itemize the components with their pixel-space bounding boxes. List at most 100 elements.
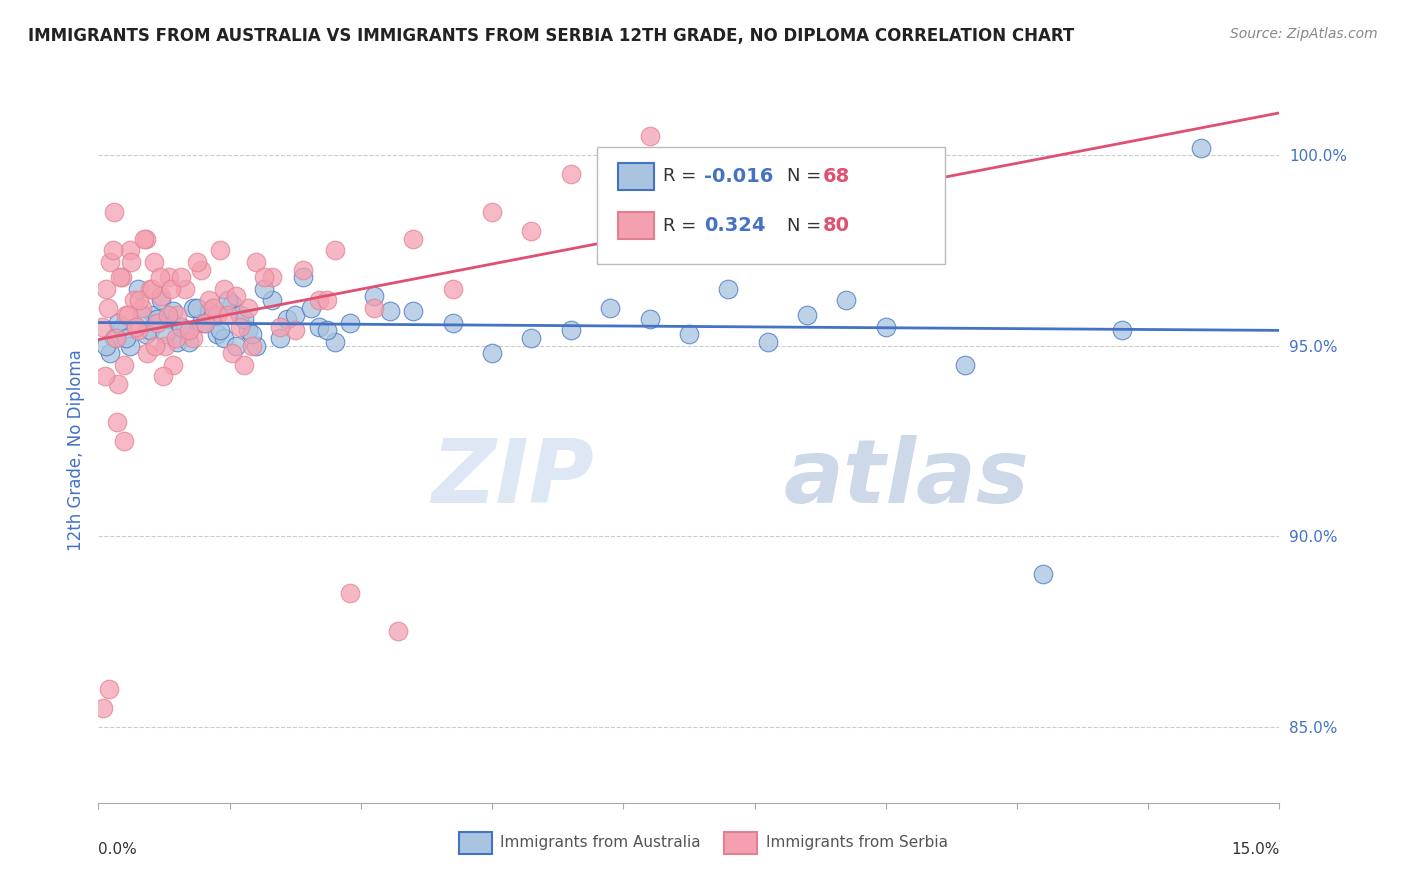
Point	[1032, 567, 1054, 582]
FancyBboxPatch shape	[596, 147, 945, 264]
Point	[131, 308, 153, 322]
Point	[236, 323, 259, 337]
Point	[177, 323, 200, 337]
Point	[520, 331, 543, 345]
Text: N =: N =	[787, 217, 827, 235]
Point	[157, 270, 180, 285]
Point	[796, 308, 818, 322]
Point	[233, 312, 256, 326]
Text: Source: ZipAtlas.com: Source: ZipAtlas.com	[1230, 27, 1378, 41]
Point	[1189, 141, 1212, 155]
Point	[201, 301, 224, 315]
Point	[166, 308, 188, 322]
Point	[104, 331, 127, 345]
Point	[194, 316, 217, 330]
Point	[156, 308, 179, 322]
Text: Immigrants from Australia: Immigrants from Australia	[501, 836, 700, 850]
Point	[339, 316, 361, 330]
Point	[177, 334, 200, 349]
Point	[284, 308, 307, 322]
Point	[214, 282, 236, 296]
Point	[205, 327, 228, 342]
Point	[292, 270, 315, 285]
Point	[127, 323, 149, 337]
Point	[315, 293, 337, 307]
Point	[209, 244, 232, 258]
Point	[186, 255, 208, 269]
Point	[128, 293, 150, 307]
Point	[269, 319, 291, 334]
Point	[111, 270, 134, 285]
Point	[155, 339, 177, 353]
Point	[93, 369, 115, 384]
Point	[441, 282, 464, 296]
Text: 0.0%: 0.0%	[98, 841, 138, 856]
Point	[599, 301, 621, 315]
Point	[152, 369, 174, 384]
Point	[127, 282, 149, 296]
Point	[299, 301, 322, 315]
Point	[229, 319, 252, 334]
Point	[97, 301, 120, 315]
Point	[560, 323, 582, 337]
Point	[166, 334, 188, 349]
Point	[245, 339, 267, 353]
Point	[157, 312, 180, 326]
Point	[181, 301, 204, 315]
Point	[110, 270, 132, 285]
Text: IMMIGRANTS FROM AUSTRALIA VS IMMIGRANTS FROM SERBIA 12TH GRADE, NO DIPLOMA CORRE: IMMIGRANTS FROM AUSTRALIA VS IMMIGRANTS …	[28, 27, 1074, 45]
Text: atlas: atlas	[783, 435, 1029, 522]
Point	[101, 244, 124, 258]
Point	[112, 434, 135, 448]
Point	[1111, 323, 1133, 337]
Point	[115, 331, 138, 345]
Point	[105, 415, 128, 429]
Point	[141, 282, 163, 296]
Point	[122, 293, 145, 307]
Point	[253, 270, 276, 285]
Point	[155, 327, 177, 342]
Point	[481, 346, 503, 360]
Point	[363, 301, 385, 315]
Point	[315, 323, 337, 337]
Text: 80: 80	[823, 216, 849, 235]
Point	[402, 304, 425, 318]
Point	[276, 312, 298, 326]
Bar	[458, 832, 492, 854]
Point	[146, 312, 169, 326]
Point	[150, 293, 173, 307]
Point	[160, 282, 183, 296]
Point	[91, 319, 114, 334]
Point	[197, 304, 219, 318]
Point	[323, 244, 346, 258]
Text: 0.324: 0.324	[704, 216, 766, 235]
Point	[117, 308, 139, 322]
Point	[441, 316, 464, 330]
Point	[221, 346, 243, 360]
Point	[138, 323, 160, 337]
Point	[229, 308, 252, 322]
Point	[103, 331, 125, 345]
Point	[103, 205, 125, 219]
Point	[402, 232, 425, 246]
Text: 68: 68	[823, 167, 849, 186]
Text: Immigrants from Serbia: Immigrants from Serbia	[766, 836, 948, 850]
Point	[260, 270, 283, 285]
Point	[339, 586, 361, 600]
Point	[363, 289, 385, 303]
Point	[146, 316, 169, 330]
Point	[253, 282, 276, 296]
Point	[387, 624, 409, 639]
Point	[323, 334, 346, 349]
Point	[217, 308, 239, 322]
Point	[520, 224, 543, 238]
Point	[240, 339, 263, 353]
Point	[217, 293, 239, 307]
Point	[201, 308, 224, 322]
Point	[181, 331, 204, 345]
Point	[97, 681, 120, 696]
Text: N =: N =	[787, 168, 827, 186]
Point	[112, 358, 135, 372]
Point	[142, 308, 165, 322]
Y-axis label: 12th Grade, No Diploma: 12th Grade, No Diploma	[66, 350, 84, 551]
